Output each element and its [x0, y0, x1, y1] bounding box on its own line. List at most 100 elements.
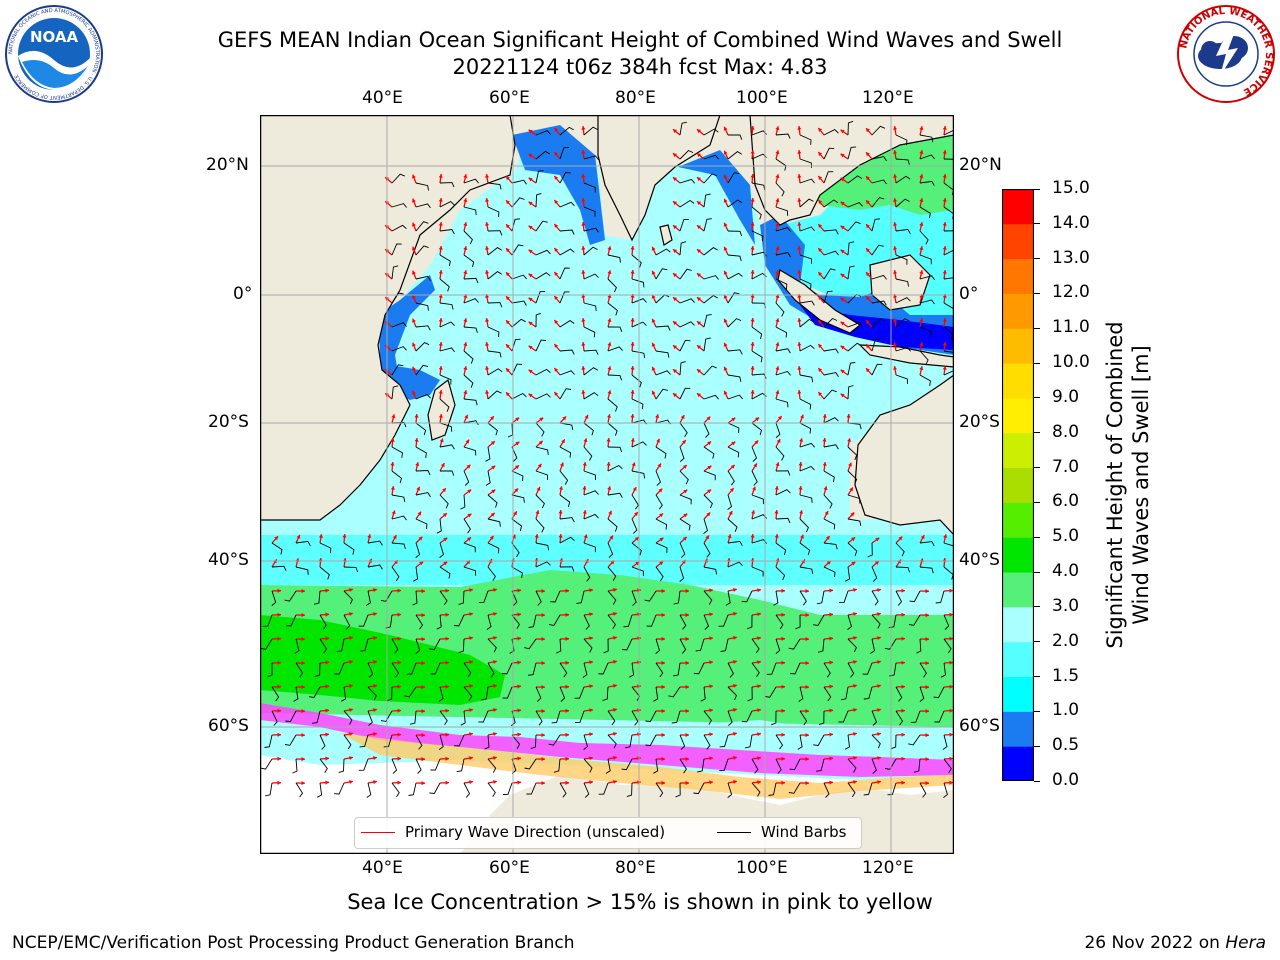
chart-title: GEFS MEAN Indian Ocean Significant Heigh…	[217, 28, 1063, 52]
australia	[854, 374, 954, 536]
map-legend: Primary Wave Direction (unscaled) Wind B…	[354, 817, 862, 849]
wind-barb	[559, 229, 575, 235]
wind-barb	[463, 470, 470, 486]
wind-barb	[583, 182, 596, 193]
wave-direction-arrowhead	[866, 200, 870, 205]
wind-barb	[675, 782, 681, 798]
wind-barb	[439, 182, 455, 188]
wind-barb	[380, 590, 393, 602]
wave-direction-arrowhead	[727, 534, 732, 539]
wind-barb	[679, 566, 685, 582]
wind-barb	[485, 446, 491, 462]
wave-direction-arrowhead	[797, 222, 802, 226]
wave-direction-arrowhead	[325, 660, 329, 665]
wind-barb	[502, 782, 513, 795]
wind-barb	[775, 758, 782, 774]
wave-direction-arrowhead	[373, 708, 377, 713]
wave-direction-arrowhead	[942, 318, 947, 322]
wind-barb	[559, 536, 575, 544]
wind-barb	[511, 318, 526, 328]
wave-direction-arrowhead	[630, 318, 635, 322]
wind-barb	[895, 374, 908, 384]
wind-barb	[679, 361, 686, 376]
wind-barb	[526, 782, 537, 795]
wave-direction-arrowhead	[673, 249, 677, 254]
wave-direction-arrowhead	[829, 636, 833, 641]
wind-barb	[823, 229, 839, 235]
wave-direction-arrowhead	[445, 612, 449, 617]
wave-direction-arrowhead	[528, 321, 533, 326]
wave-direction-arrowhead	[493, 636, 497, 640]
wind-barb	[844, 734, 850, 750]
wind-barb	[535, 312, 541, 328]
wind-barb	[336, 638, 345, 653]
wave-direction-arrowhead	[467, 489, 472, 494]
wave-direction-arrowhead	[949, 684, 953, 689]
wave-direction-arrowhead	[485, 318, 490, 322]
wind-barb	[823, 662, 831, 678]
colorbar-tick-label: 2.0	[1052, 630, 1080, 651]
wave-direction-arrowhead	[558, 510, 563, 514]
wave-direction-arrowhead	[683, 513, 688, 518]
wave-direction-arrowhead	[697, 321, 701, 326]
wave-direction-arrowhead	[781, 708, 785, 713]
wind-barb	[655, 782, 664, 798]
wind-barb	[463, 518, 471, 534]
wind-barb	[284, 590, 297, 602]
wave-direction-arrowhead	[506, 248, 510, 253]
wave-direction-arrowhead	[797, 174, 802, 178]
wind-barb	[919, 541, 935, 547]
wave-direction-arrowhead	[469, 660, 473, 665]
wave-direction-arrowhead	[697, 297, 701, 302]
wave-direction-arrowhead	[301, 781, 305, 786]
wind-barb	[847, 120, 854, 136]
wind-barb	[391, 566, 400, 582]
wind-barb	[727, 422, 740, 434]
wave-direction-arrowhead	[493, 660, 497, 664]
wave-direction-arrowhead	[412, 246, 416, 251]
wind-barb	[559, 147, 569, 160]
colorbar-tick-mark	[1034, 676, 1040, 678]
wind-barb	[775, 470, 791, 476]
wave-direction-arrowhead	[373, 684, 377, 689]
wind-barb	[943, 277, 954, 280]
wave-direction-arrowhead	[829, 732, 833, 737]
wind-barb	[535, 686, 542, 702]
wave-direction-arrowhead	[893, 174, 898, 178]
wave-direction-arrowhead	[925, 685, 929, 690]
wave-direction-arrowhead	[893, 366, 898, 370]
wind-barb	[655, 370, 671, 376]
wave-direction-arrowhead	[581, 342, 586, 346]
wind-barb	[391, 515, 407, 521]
wave-direction-arrowhead	[818, 296, 823, 300]
wind-barb	[453, 614, 465, 627]
wave-direction-arrowhead	[277, 780, 281, 785]
wave-direction-arrowhead	[506, 368, 510, 373]
wind-barb	[655, 542, 668, 553]
wave-direction-arrowhead	[723, 126, 728, 131]
wind-barb	[655, 518, 668, 530]
wave-direction-arrowhead	[583, 534, 588, 539]
wind-barb	[415, 492, 431, 498]
wave-direction-arrowhead	[607, 270, 612, 275]
wind-barb	[487, 422, 498, 436]
wind-barb	[583, 513, 599, 520]
colorbar-label-line2: Wind Waves and Swell [m]	[1129, 345, 1153, 625]
wave-direction-arrowhead	[485, 174, 490, 178]
wave-direction-arrowhead	[781, 588, 785, 593]
wave-direction-arrowhead	[528, 153, 533, 158]
colorbar-tick-mark	[1034, 467, 1040, 469]
grid	[260, 115, 954, 854]
wave-direction-arrowhead	[949, 588, 953, 593]
colorbar-tick-mark	[1034, 292, 1040, 294]
wave-direction-arrowhead	[673, 393, 677, 398]
wave-direction-arrowhead	[325, 708, 329, 713]
wave-direction-arrowhead	[589, 708, 593, 713]
colorbar-bin	[1002, 641, 1034, 678]
wind-barb	[607, 492, 623, 498]
wave-direction-arrowhead	[750, 294, 755, 298]
wave-direction-arrowhead	[559, 486, 563, 490]
wave-direction-arrowhead	[349, 756, 353, 760]
wind-barb	[775, 227, 791, 232]
wind-barb	[919, 275, 935, 281]
